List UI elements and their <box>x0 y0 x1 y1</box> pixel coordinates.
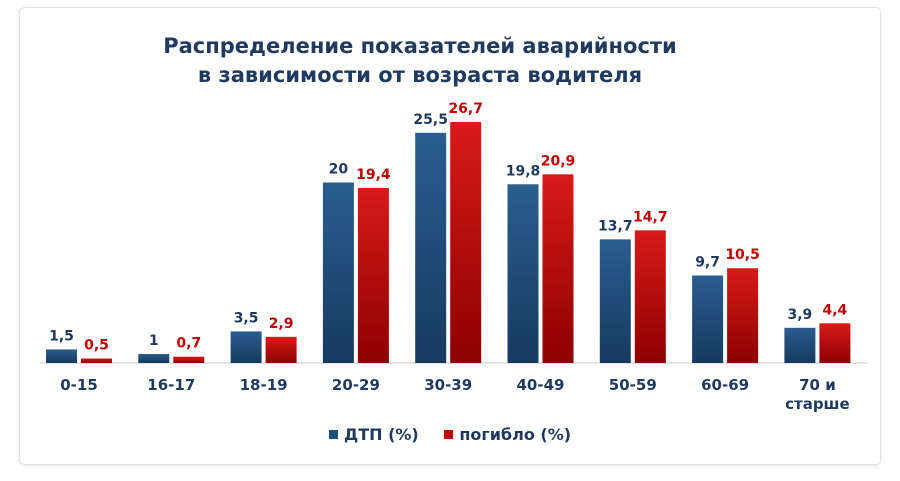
data-label-dtp: 13,7 <box>598 218 633 234</box>
data-label-dtp: 25,5 <box>413 112 448 128</box>
bar-deaths <box>634 230 666 363</box>
bar-dtp <box>784 327 816 363</box>
data-label-deaths: 0,7 <box>176 336 201 352</box>
legend-item-deaths: погибло (%) <box>444 425 571 444</box>
data-label-deaths: 14,7 <box>633 209 668 225</box>
data-label-deaths: 4,4 <box>822 302 847 318</box>
bar-deaths <box>173 356 205 363</box>
bar-deaths <box>542 174 574 363</box>
legend-swatch-deaths <box>444 430 454 439</box>
x-tick-label: 16-17 <box>147 376 195 394</box>
x-tick-label: 0-15 <box>60 376 98 394</box>
legend-swatch-dtp <box>328 430 338 439</box>
bar-dtp <box>46 349 77 363</box>
data-label-dtp: 1 <box>149 333 159 349</box>
chart-frame <box>19 7 881 465</box>
chart-title-line-1: Распределение показателей аварийности <box>163 34 677 58</box>
x-tick-label: 40-49 <box>517 376 565 394</box>
data-label-deaths: 2,9 <box>269 316 294 332</box>
legend: ДТП (%) погибло (%) <box>0 424 900 444</box>
x-tick-label: 70 и <box>799 376 836 394</box>
legend-item-dtp: ДТП (%) <box>328 425 419 444</box>
bar-dtp <box>507 184 539 363</box>
bar-deaths <box>819 323 851 363</box>
data-label-dtp: 9,7 <box>695 254 720 270</box>
x-tick-label: 60-69 <box>701 376 749 394</box>
bar-deaths <box>265 336 297 363</box>
x-tick-label: 30-39 <box>424 376 472 394</box>
bar-dtp <box>322 182 354 363</box>
data-label-dtp: 3,9 <box>787 307 812 323</box>
bar-deaths <box>727 268 759 363</box>
chart-title-line-2: в зависимости от возраста водителя <box>197 63 643 87</box>
data-label-deaths: 10,5 <box>725 247 760 263</box>
bar-dtp <box>415 132 447 363</box>
data-label-dtp: 3,5 <box>234 310 259 326</box>
bar-dtp <box>692 275 724 363</box>
data-label-dtp: 20 <box>329 161 349 177</box>
legend-label-deaths: погибло (%) <box>459 425 572 444</box>
x-tick-label: старше <box>785 395 850 413</box>
bar-dtp <box>138 353 170 363</box>
data-label-deaths: 26,7 <box>448 101 483 117</box>
x-tick-label: 50-59 <box>609 376 657 394</box>
bar-dtp <box>230 331 262 363</box>
bar-deaths <box>81 358 112 363</box>
data-label-deaths: 20,9 <box>541 153 576 169</box>
data-label-deaths: 19,4 <box>356 167 391 183</box>
data-label-dtp: 19,8 <box>506 163 541 179</box>
x-tick-label: 20-29 <box>332 376 380 394</box>
data-label-dtp: 1,5 <box>49 328 74 344</box>
x-tick-label: 18-19 <box>240 376 288 394</box>
chart-title: Распределение показателей аварийности в … <box>0 32 840 90</box>
bar-dtp <box>599 239 631 363</box>
bar-deaths <box>357 187 389 363</box>
data-label-deaths: 0,5 <box>84 337 109 353</box>
bar-deaths <box>450 122 482 363</box>
legend-label-dtp: ДТП (%) <box>343 425 419 444</box>
